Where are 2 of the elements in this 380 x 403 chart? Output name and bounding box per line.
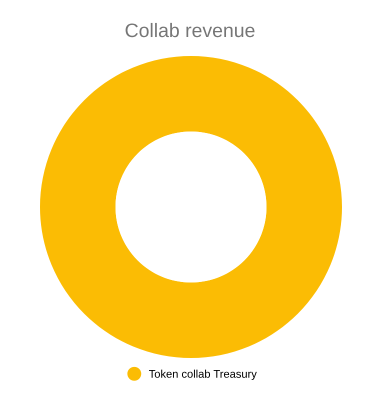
chart-title: Collab revenue <box>126 22 255 38</box>
legend-label: Token collab Treasury <box>148 370 257 380</box>
